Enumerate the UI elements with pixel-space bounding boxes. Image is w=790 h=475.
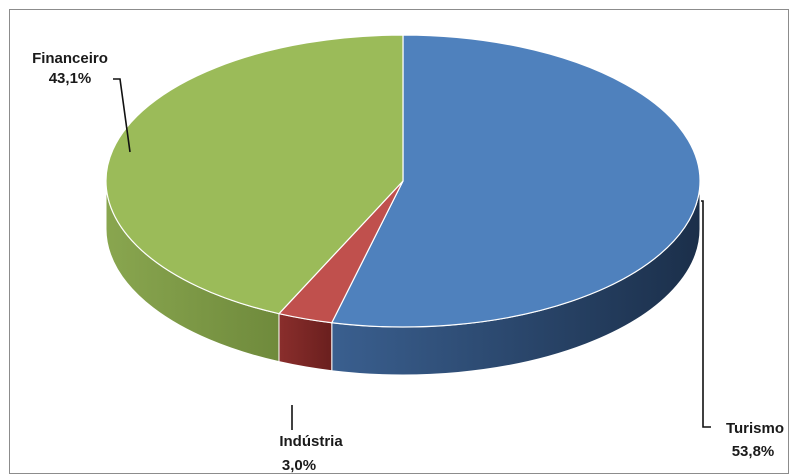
label-financeiro-name: Financeiro [32,50,108,67]
label-industria-name: Indústria [279,433,343,450]
label-industria-value: 3,0% [282,457,316,474]
label-turismo-name: Turismo [726,420,784,437]
label-turismo-value: 53,8% [732,443,775,460]
label-financeiro-value: 43,1% [49,70,92,87]
leader-line-turismo [701,201,711,427]
